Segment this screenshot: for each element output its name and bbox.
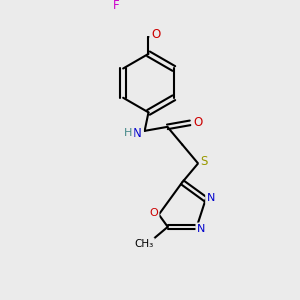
Text: N: N — [197, 224, 206, 234]
Text: F: F — [113, 0, 120, 12]
Text: N: N — [207, 193, 215, 203]
Text: N: N — [133, 127, 142, 140]
Text: F: F — [155, 0, 161, 3]
Text: S: S — [201, 154, 208, 168]
Text: CH₃: CH₃ — [134, 239, 153, 249]
Text: H: H — [124, 128, 133, 138]
Text: O: O — [193, 116, 203, 129]
Text: O: O — [149, 208, 158, 218]
Text: O: O — [152, 28, 161, 41]
